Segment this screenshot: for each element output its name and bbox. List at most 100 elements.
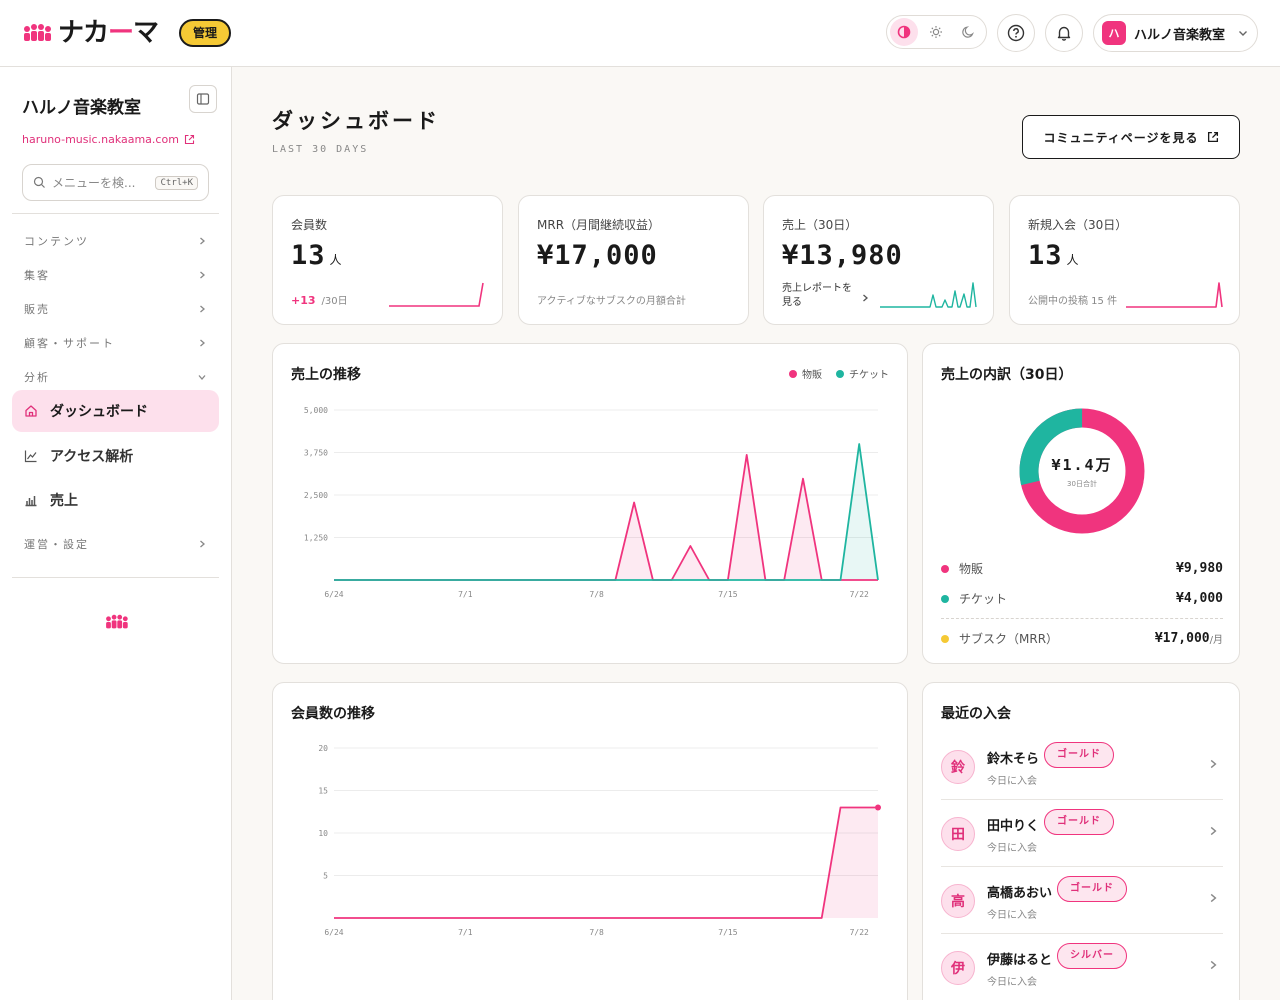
kpi-value: 13 人	[291, 240, 342, 271]
community-url: haruno-music.nakaama.com	[22, 133, 179, 146]
kpi-label: 売上（30日）	[782, 218, 858, 232]
y-tick-label: 5,000	[304, 406, 328, 415]
dark-theme-button[interactable]	[954, 18, 982, 46]
x-tick-label: 6/24	[324, 928, 343, 937]
chevron-right-icon	[200, 305, 205, 313]
account-avatar: ハ	[1102, 21, 1126, 45]
series-line	[334, 806, 878, 919]
sales-trend-card: 売上の推移 物販 チケット 5,000 3,750 2,500 1,250 6/24 7/…	[272, 343, 908, 664]
sidebar-group-customers[interactable]: 顧客・サポート	[12, 331, 219, 355]
sidebar-group-sales[interactable]: 販売	[12, 297, 219, 321]
community-title: ハルノ音楽教室	[22, 98, 141, 118]
chevron-right-icon	[1210, 960, 1217, 970]
help-button[interactable]	[997, 14, 1035, 52]
search-shortcut: Ctrl+K	[155, 175, 198, 190]
sidebar-group-analytics[interactable]: 分析	[12, 365, 219, 389]
group-label: 販売	[24, 303, 50, 316]
contrast-icon	[897, 25, 911, 39]
external-link-icon	[1207, 131, 1218, 143]
plan-badge: ゴールド	[1044, 742, 1114, 768]
external-link-icon	[184, 134, 194, 145]
group-label: 集客	[24, 269, 50, 282]
brand-logo[interactable]: ナカーマ	[22, 18, 159, 48]
kpi-members-card: 会員数 13 人 +13/30日	[272, 195, 503, 325]
sidebar-item-label: 売上	[50, 493, 78, 509]
group-label: コンテンツ	[24, 235, 89, 248]
donut-caption: 30日合計	[1067, 479, 1097, 488]
home-icon	[25, 405, 37, 417]
y-tick-label: 1,250	[304, 534, 328, 543]
search-icon	[33, 176, 45, 188]
y-tick-label: 20	[318, 744, 328, 753]
group-label: 顧客・サポート	[24, 337, 115, 350]
auto-theme-button[interactable]	[890, 18, 918, 46]
menu-search-input[interactable]: メニューを検... Ctrl+K	[22, 164, 209, 201]
sidebar-group-acquisition[interactable]: 集客	[12, 263, 219, 287]
chevron-right-icon	[1210, 826, 1217, 836]
line-chart-icon	[24, 450, 37, 463]
donut-slice-tickets	[1019, 408, 1145, 534]
new-members-sparkline	[1126, 282, 1223, 308]
button-label: コミュニティページを見る	[1043, 130, 1199, 145]
community-url-link[interactable]: haruno-music.nakaama.com	[22, 133, 195, 146]
join-date: 今日に入会	[987, 843, 1037, 854]
light-theme-button[interactable]	[922, 18, 950, 46]
x-tick-label: 7/1	[458, 590, 473, 599]
notifications-button[interactable]	[1045, 14, 1083, 52]
x-tick-label: 7/1	[458, 928, 473, 937]
sales-report-link[interactable]: 売上レポートを見る	[782, 283, 852, 308]
join-date: 今日に入会	[987, 776, 1037, 787]
page-title: ダッシュボード	[272, 109, 440, 133]
sidebar-divider	[12, 213, 219, 214]
footer-logo-icon	[106, 614, 128, 629]
breakdown-row-tickets: チケット ¥4,000	[941, 590, 1223, 607]
member-name: 伊藤はると	[987, 953, 1053, 968]
kpi-value: 13 人	[1028, 240, 1079, 271]
kpi-new-members-card: 新規入会（30日） 13 人 公開中の投稿 15 件	[1009, 195, 1240, 325]
sales-breakdown-card: 売上の内訳（30日） ¥1.4万 30日合計 物販 ¥9,980 チケット ¥4,0…	[922, 343, 1240, 664]
collapse-sidebar-button[interactable]	[189, 85, 217, 113]
card-title: 売上の内訳（30日）	[941, 367, 1073, 383]
kpi-value: ¥13,980	[782, 240, 903, 271]
breakdown-separator	[941, 618, 1223, 619]
legend-item-goods: 物販	[789, 366, 822, 381]
account-name: ハルノ音楽教室	[1134, 27, 1226, 43]
community-logo-icon	[24, 24, 51, 41]
sidebar-item-access-analytics[interactable]: アクセス解析	[12, 435, 219, 477]
kpi-label: MRR（月間継続収益）	[537, 218, 661, 232]
bar-chart-icon	[25, 496, 37, 507]
y-tick-label: 2,500	[304, 491, 328, 500]
view-community-page-button[interactable]: コミュニティページを見る	[1022, 115, 1240, 159]
theme-toggle	[886, 15, 987, 49]
sidebar-group-contents[interactable]: コンテンツ	[12, 229, 219, 253]
x-tick-label: 7/15	[718, 928, 737, 937]
sidebar-item-dashboard[interactable]: ダッシュボード	[12, 390, 219, 432]
member-name: 高橋あおい	[987, 886, 1053, 901]
member-row[interactable]: 伊 伊藤はると シルバー 今日に入会	[941, 935, 1223, 1000]
kpi-delta: +13/30日	[291, 294, 348, 307]
x-tick-label: 7/15	[718, 590, 737, 599]
chevron-right-icon	[1210, 893, 1217, 903]
member-row[interactable]: 高 高橋あおい ゴールド 今日に入会	[941, 868, 1223, 934]
sidebar-item-label: アクセス解析	[50, 449, 134, 465]
account-menu[interactable]: ハ ハルノ音楽教室	[1093, 14, 1258, 52]
chart-legend: 物販 チケット	[789, 366, 889, 381]
kpi-foot: 公開中の投稿 15 件	[1028, 296, 1118, 307]
search-placeholder: メニューを検...	[52, 176, 136, 190]
plan-badge: ゴールド	[1057, 876, 1127, 902]
chevron-down-icon	[198, 375, 206, 380]
sidebar-item-sales[interactable]: 売上	[12, 479, 219, 521]
join-date: 今日に入会	[987, 977, 1037, 988]
member-row[interactable]: 鈴 鈴木そら ゴールド 今日に入会	[941, 734, 1223, 800]
sidebar: ハルノ音楽教室 haruno-music.nakaama.com メニューを検.…	[0, 67, 232, 1000]
member-avatar: 伊	[941, 951, 975, 985]
bell-icon	[1057, 26, 1071, 41]
x-tick-label: 7/22	[850, 928, 869, 937]
sidebar-item-label: ダッシュボード	[50, 404, 148, 420]
member-row[interactable]: 田 田中りく ゴールド 今日に入会	[941, 801, 1223, 867]
sidebar-panel-icon	[196, 93, 210, 105]
sidebar-group-settings[interactable]: 運営・設定	[12, 532, 219, 556]
y-tick-label: 15	[318, 787, 328, 796]
chevron-right-icon	[1210, 759, 1217, 769]
help-icon	[1007, 24, 1025, 42]
